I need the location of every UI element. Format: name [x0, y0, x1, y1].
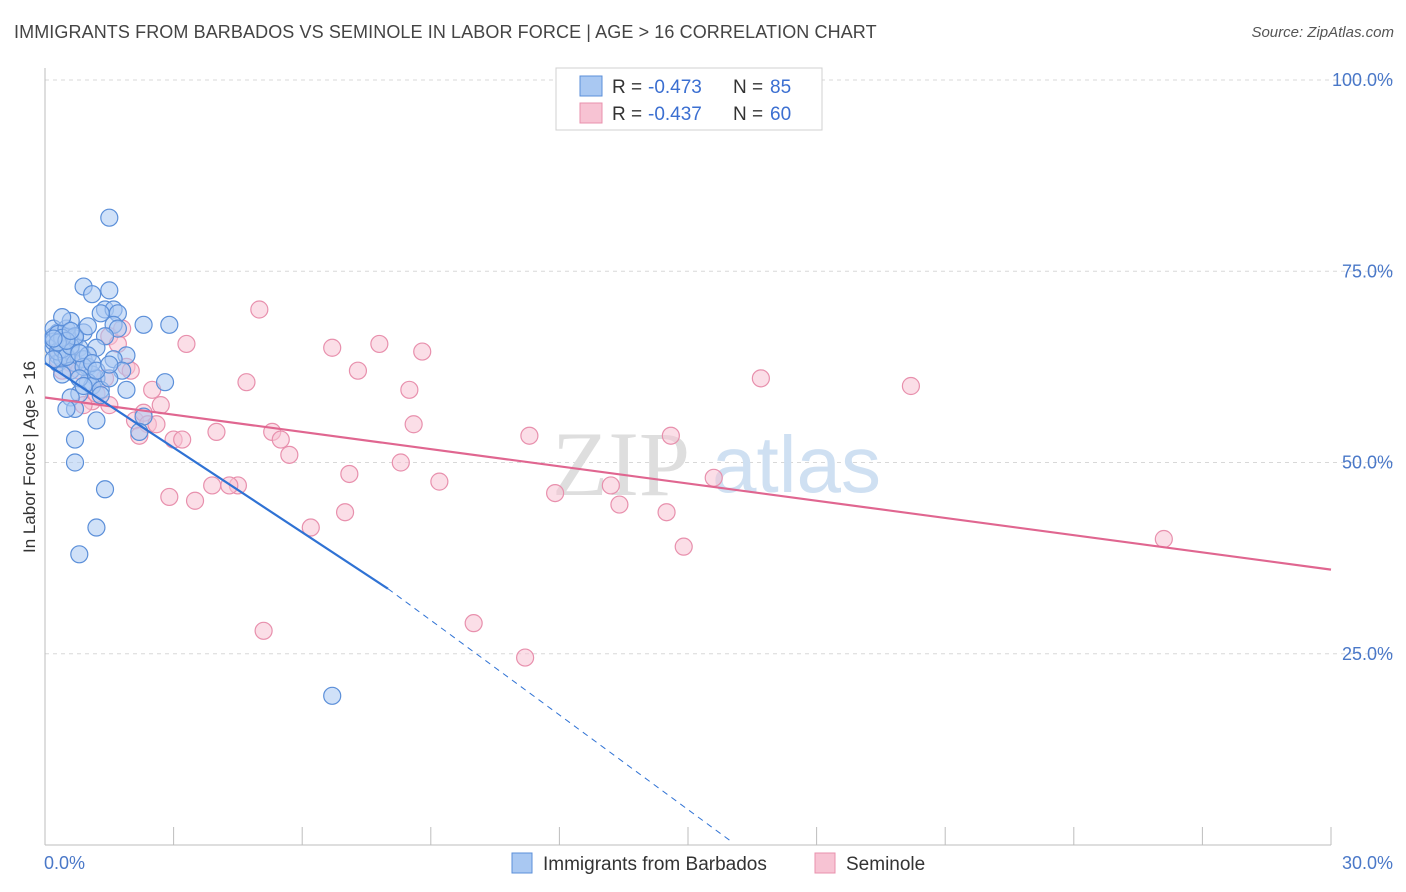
seminole-point	[254, 621, 273, 640]
bottom-legend-swatch-barbados	[511, 852, 533, 874]
seminole-point	[280, 445, 299, 464]
seminole-point	[674, 537, 693, 556]
seminole-point	[391, 453, 410, 472]
watermark: ZIP atlas	[552, 413, 881, 515]
seminole-point	[516, 648, 535, 667]
seminole-point	[901, 376, 921, 396]
source-label: Source: ZipAtlas.com	[1251, 24, 1394, 41]
barbados-point	[61, 321, 80, 341]
seminole-trend-line	[44, 396, 1332, 571]
bottom-legend-swatch-seminole	[814, 852, 836, 874]
legend-swatch-seminole	[579, 102, 603, 124]
barbados-point	[134, 315, 153, 334]
bottom-legend-label-barbados: Immigrants from Barbados	[543, 854, 767, 875]
seminole-point	[370, 334, 389, 354]
seminole-point	[464, 614, 483, 633]
legend-r-label-barbados: R =	[612, 77, 642, 98]
seminole-point	[185, 491, 205, 510]
bottom-legend-label-seminole: Seminole	[846, 854, 925, 875]
legend-r-value-seminole: -0.437	[648, 104, 702, 125]
seminole-point	[203, 476, 222, 495]
x-tick-label-max: 30.0%	[1342, 853, 1393, 873]
legend-r-label-seminole: R =	[612, 104, 642, 125]
seminole-point	[348, 361, 368, 380]
seminole-point	[546, 484, 565, 503]
barbados-point	[323, 686, 342, 705]
barbados-point	[83, 285, 102, 304]
trend-lines	[44, 362, 1332, 842]
y-axis-title: In Labor Force | Age > 16	[20, 361, 39, 553]
barbados-point	[78, 317, 97, 336]
x-tick-label-min: 0.0%	[44, 853, 85, 873]
chart-title: IMMIGRANTS FROM BARBADOS VS SEMINOLE IN …	[14, 22, 877, 42]
legend-n-label-seminole: N =	[733, 104, 763, 125]
x-axis-ticks	[44, 827, 1332, 845]
seminole-point	[335, 503, 355, 522]
y-tick-label-100: 100.0%	[1332, 70, 1393, 90]
grid-layer	[45, 79, 1393, 655]
correlation-legend: R = -0.473 N = 85 R = -0.437 N = 60	[555, 67, 823, 131]
y-tick-label-75: 75.0%	[1342, 261, 1393, 281]
y-tick-label-50: 50.0%	[1342, 453, 1393, 473]
seminole-point	[657, 503, 676, 522]
seminole-point	[661, 426, 680, 445]
seminole-point	[404, 415, 423, 434]
seminole-point	[520, 426, 539, 445]
seminole-point	[237, 373, 256, 392]
barbados-point	[70, 344, 89, 363]
barbados-point	[53, 308, 72, 327]
seminole-point	[173, 430, 192, 449]
seminole-point	[250, 300, 269, 319]
barbados-point	[100, 281, 119, 300]
seminole-point	[751, 369, 770, 388]
barbados-point	[44, 329, 63, 348]
seminole-point	[704, 468, 723, 487]
legend-n-value-seminole: 60	[770, 104, 791, 125]
legend-n-label-barbados: N =	[733, 77, 763, 98]
y-tick-labels: 25.0% 50.0% 75.0% 100.0%	[1332, 70, 1393, 664]
seminole-point	[323, 338, 342, 357]
seminole-point	[400, 380, 419, 399]
seminole-point	[271, 430, 290, 449]
seminole-point	[301, 518, 320, 537]
barbados-point	[117, 380, 136, 399]
legend-n-value-barbados: 85	[770, 77, 791, 98]
barbados-point	[100, 355, 119, 374]
barbados-point	[57, 399, 76, 419]
barbados-point	[155, 373, 175, 392]
barbados-point	[87, 518, 106, 537]
series-legend: Immigrants from Barbados Seminole	[511, 852, 925, 875]
barbados-point	[65, 453, 85, 472]
seminole-point	[601, 476, 620, 495]
seminole-point	[207, 422, 226, 441]
seminole-point	[177, 334, 196, 354]
seminole-point	[430, 472, 449, 491]
y-tick-label-25: 25.0%	[1342, 644, 1393, 664]
barbados-point	[160, 315, 179, 334]
barbados-points	[44, 208, 342, 705]
barbados-point	[87, 411, 106, 430]
barbados-point	[65, 430, 85, 449]
seminole-point	[340, 464, 359, 484]
barbados-point	[70, 545, 89, 564]
seminole-point	[160, 487, 179, 507]
seminole-point	[413, 342, 432, 361]
legend-r-value-barbados: -0.473	[648, 77, 702, 98]
seminole-points	[48, 300, 1173, 667]
barbados-point	[100, 208, 119, 227]
seminole-point	[610, 495, 629, 514]
barbados-point	[91, 304, 110, 323]
barbados-point	[95, 480, 115, 499]
watermark-atlas: atlas	[712, 420, 881, 509]
barbados-trend-extension	[387, 588, 732, 842]
legend-swatch-barbados	[579, 75, 603, 97]
barbados-trend-line	[44, 362, 389, 590]
seminole-point	[1154, 529, 1173, 549]
